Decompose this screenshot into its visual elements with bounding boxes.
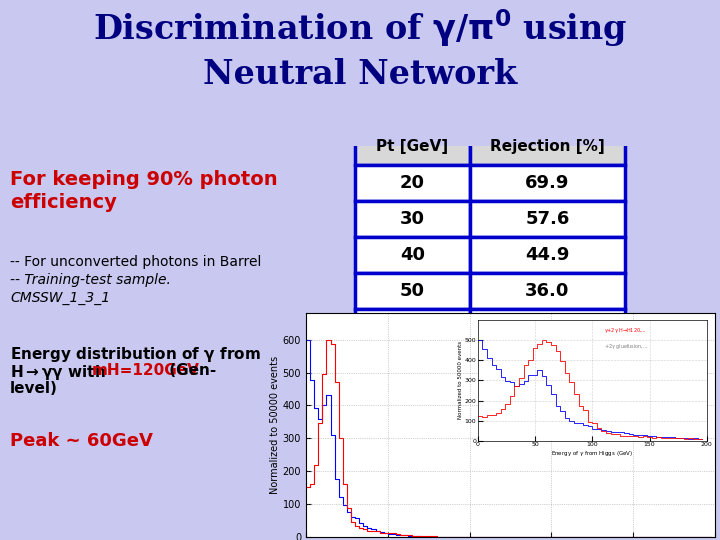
Text: 40: 40 xyxy=(400,246,425,264)
Text: 50: 50 xyxy=(400,282,425,300)
Bar xyxy=(470,165,625,201)
Text: Energy distribution of $\bf{\gamma}$ from: Energy distribution of $\bf{\gamma}$ fro… xyxy=(10,345,261,364)
Text: For keeping 90% photon
efficiency: For keeping 90% photon efficiency xyxy=(10,170,278,212)
Bar xyxy=(470,309,625,345)
Text: Discrimination of $\mathbf{\gamma/\pi^0}$ using
Neutral Network: Discrimination of $\mathbf{\gamma/\pi^0}… xyxy=(93,7,627,91)
Bar xyxy=(470,201,625,237)
Text: level): level) xyxy=(10,381,58,396)
Text: Peak ~ 60GeV: Peak ~ 60GeV xyxy=(10,432,153,450)
Bar xyxy=(355,309,470,345)
Y-axis label: Normalized to 50000 events: Normalized to 50000 events xyxy=(270,356,280,494)
Text: Rejection [%]: Rejection [%] xyxy=(490,139,605,154)
Text: 57.6: 57.6 xyxy=(526,210,570,228)
Text: 30.5: 30.5 xyxy=(526,318,570,336)
Text: -- Training-test sample.: -- Training-test sample. xyxy=(10,273,171,287)
Bar xyxy=(470,129,625,165)
Text: 44.9: 44.9 xyxy=(526,246,570,264)
Text: 36.0: 36.0 xyxy=(526,282,570,300)
Text: (Gen-: (Gen- xyxy=(164,363,216,378)
Text: Pt [GeV]: Pt [GeV] xyxy=(377,139,449,154)
Bar xyxy=(355,273,470,309)
Text: mH=120GeV: mH=120GeV xyxy=(92,363,200,378)
Bar xyxy=(355,237,470,273)
Bar xyxy=(470,273,625,309)
Text: H$\bf{\rightarrow\gamma\gamma}$ with: H$\bf{\rightarrow\gamma\gamma}$ with xyxy=(10,363,107,382)
Text: CMSSW_1_3_1: CMSSW_1_3_1 xyxy=(10,291,110,305)
Text: 20: 20 xyxy=(400,174,425,192)
Text: 69.9: 69.9 xyxy=(526,174,570,192)
Text: -- For unconverted photons in Barrel: -- For unconverted photons in Barrel xyxy=(10,255,261,269)
Bar xyxy=(355,201,470,237)
Text: 60: 60 xyxy=(400,318,425,336)
Bar xyxy=(355,165,470,201)
Bar xyxy=(355,129,470,165)
Text: 30: 30 xyxy=(400,210,425,228)
Bar xyxy=(470,237,625,273)
